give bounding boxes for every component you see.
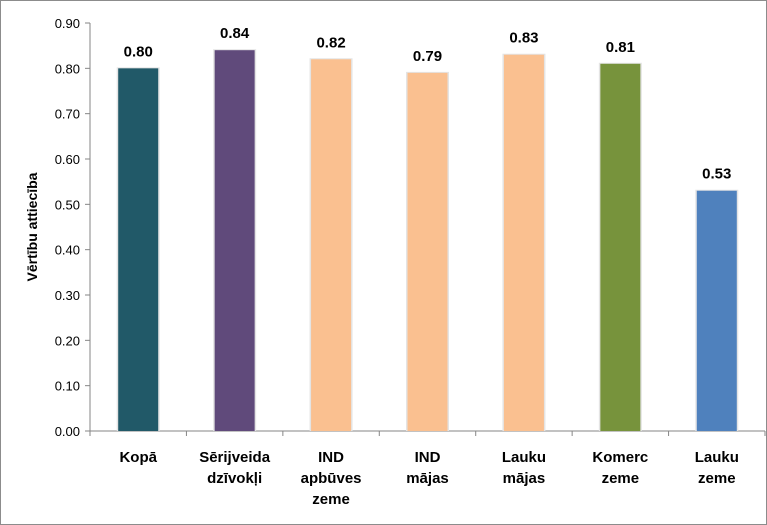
bar (600, 63, 641, 432)
y-tick-label: 0.90 (55, 16, 80, 31)
data-label: 0.82 (316, 34, 345, 51)
bar (214, 50, 255, 431)
x-category-label: Kopā (119, 449, 157, 466)
y-tick-label: 0.60 (55, 152, 80, 167)
x-category-label: mājas (503, 470, 546, 487)
y-tick-label: 0.00 (55, 424, 80, 439)
data-label: 0.84 (220, 25, 250, 42)
data-label: 0.80 (124, 43, 153, 60)
bar (118, 68, 159, 431)
x-category-label: Komerc (592, 449, 648, 466)
x-category-label: Lauku (502, 449, 546, 466)
x-category-label: apbūves (301, 470, 362, 487)
y-tick-label: 0.10 (55, 379, 80, 394)
x-category-label: Lauku (695, 449, 739, 466)
x-category-label: IND (415, 449, 441, 466)
x-category-label: mājas (406, 470, 449, 487)
y-tick-label: 0.70 (55, 107, 80, 122)
data-label: 0.81 (606, 39, 635, 56)
data-label: 0.53 (702, 166, 731, 183)
data-label: 0.79 (413, 48, 442, 65)
y-tick-label: 0.80 (55, 61, 80, 76)
y-tick-label: 0.40 (55, 243, 80, 258)
bar (407, 72, 448, 431)
data-label: 0.83 (509, 30, 538, 47)
bar (311, 59, 352, 432)
y-tick-label: 0.50 (55, 197, 80, 212)
x-category-label: IND (318, 449, 344, 466)
x-category-label: zeme (312, 491, 350, 508)
y-tick-label: 0.20 (55, 333, 80, 348)
x-category-label: dzīvokļi (207, 470, 262, 487)
x-category-label: Sērijveida (199, 449, 271, 466)
x-category-label: zeme (602, 470, 640, 487)
y-tick-label: 0.30 (55, 288, 80, 303)
x-category-label: zeme (698, 470, 736, 487)
bar (503, 54, 544, 431)
y-axis-title: Vērtību attiecība (24, 172, 40, 281)
bar (696, 190, 737, 431)
